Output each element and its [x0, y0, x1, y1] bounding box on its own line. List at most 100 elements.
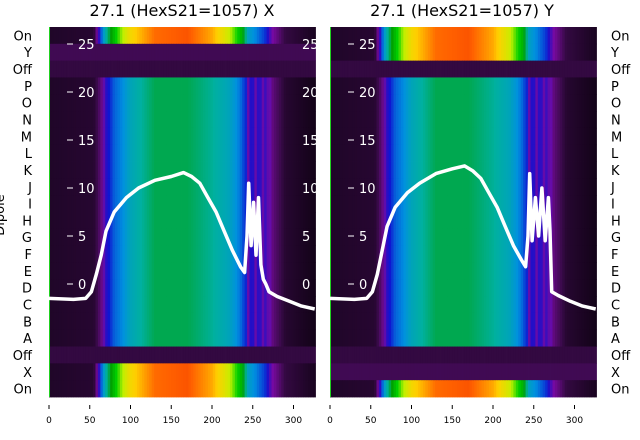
- heatmap-cell: [244, 144, 248, 162]
- heatmap-cell: [117, 312, 121, 331]
- heatmap-cell: [102, 346, 106, 364]
- heatmap-cell: [242, 363, 245, 381]
- heatmap-cell: [232, 178, 236, 196]
- heatmap-cell: [53, 77, 57, 95]
- heatmap-cell: [550, 127, 553, 146]
- heatmap-cell: [313, 111, 316, 129]
- heatmap-cell: [332, 60, 336, 78]
- heatmap-cell: [78, 178, 82, 196]
- heatmap-cell: [283, 245, 287, 263]
- heatmap-cell: [474, 144, 478, 162]
- heatmap-cell: [523, 94, 526, 112]
- heatmap-cell: [371, 94, 375, 112]
- heatmap-cell: [154, 329, 157, 347]
- heatmap-cell: [286, 380, 290, 398]
- heatmap-cell: [237, 161, 241, 179]
- heatmap-cell: [220, 296, 223, 314]
- heatmap-cell: [210, 212, 214, 230]
- heatmap-cell: [435, 127, 438, 146]
- heatmap-cell: [90, 329, 94, 347]
- heatmap-cell: [264, 144, 268, 162]
- heatmap-cell: [576, 363, 580, 381]
- heatmap-cell: [354, 127, 358, 146]
- heatmap-cell: [63, 329, 67, 347]
- heatmap-cell: [269, 111, 272, 129]
- heatmap-cell: [161, 346, 165, 364]
- heatmap-cell: [310, 161, 314, 179]
- heatmap-cell: [53, 279, 57, 297]
- heatmap-cell: [144, 195, 148, 213]
- heatmap-cell: [476, 94, 480, 112]
- heatmap-cell: [200, 60, 204, 78]
- heatmap-cell: [398, 380, 402, 398]
- heatmap-cell: [344, 228, 348, 247]
- heatmap-cell: [557, 94, 561, 112]
- heatmap-cell: [339, 111, 343, 129]
- heatmap-cell: [528, 346, 531, 364]
- heatmap-cell: [374, 380, 377, 398]
- heatmap-cell: [154, 312, 157, 331]
- heatmap-cell: [51, 279, 55, 297]
- heatmap-cell: [376, 228, 380, 247]
- heatmap-cell: [594, 296, 597, 314]
- heatmap-cell: [239, 279, 243, 297]
- heatmap-cell: [127, 94, 131, 112]
- heatmap-cell: [493, 43, 497, 62]
- heatmap-cell: [266, 27, 270, 45]
- heatmap-cell: [161, 262, 165, 280]
- heatmap-cell: [518, 43, 522, 62]
- heatmap-cell: [239, 127, 243, 146]
- heatmap-cell: [408, 363, 412, 381]
- heatmap-cell: [550, 161, 553, 179]
- heatmap-cell: [229, 111, 233, 129]
- heatmap-cell: [520, 94, 524, 112]
- heatmap-cell: [525, 296, 529, 314]
- heatmap-cell: [247, 363, 250, 381]
- heatmap-cell: [234, 127, 238, 146]
- heatmap-cell: [535, 245, 539, 263]
- heatmap-cell: [562, 279, 566, 297]
- heatmap-cell: [564, 312, 568, 331]
- heatmap-cell: [291, 127, 294, 146]
- heatmap-cell: [334, 346, 338, 364]
- heatmap-cell: [457, 27, 460, 45]
- heatmap-cell: [171, 111, 175, 129]
- heatmap-cell: [207, 77, 211, 95]
- heatmap-cell: [447, 228, 451, 247]
- heatmap-cell: [552, 77, 556, 95]
- heatmap-cell: [452, 245, 456, 263]
- heatmap-cell: [281, 127, 285, 146]
- heatmap-cell: [73, 346, 77, 364]
- heatmap-cell: [129, 161, 133, 179]
- heatmap-cell: [115, 111, 118, 129]
- heatmap-cell: [58, 312, 62, 331]
- heatmap-cell: [332, 380, 336, 398]
- heatmap-cell: [491, 228, 495, 247]
- heatmap-cell: [110, 228, 113, 247]
- heatmap-cell: [574, 127, 578, 146]
- heatmap-cell: [100, 346, 104, 364]
- heatmap-cell: [225, 346, 228, 364]
- heatmap-cell: [369, 77, 372, 95]
- heatmap-cell: [156, 27, 160, 45]
- heatmap-cell: [185, 195, 189, 213]
- heatmap-cell: [503, 245, 507, 263]
- heatmap-cell: [117, 77, 121, 95]
- heatmap-cell: [183, 178, 187, 196]
- heatmap-cell: [540, 329, 544, 347]
- heatmap-cell: [56, 77, 60, 95]
- heatmap-cell: [525, 178, 529, 196]
- heatmap-cell: [393, 127, 397, 146]
- heatmap-cell: [78, 161, 82, 179]
- heatmap-cell: [139, 77, 143, 95]
- heatmap-cell: [471, 111, 475, 129]
- heatmap-cell: [574, 312, 578, 331]
- heatmap-cell: [584, 329, 588, 347]
- heatmap-cell: [474, 296, 478, 314]
- heatmap-cell: [220, 346, 223, 364]
- heatmap-cell: [242, 111, 245, 129]
- heatmap-cell: [378, 212, 382, 230]
- heatmap-cell: [154, 161, 157, 179]
- heatmap-cell: [195, 212, 199, 230]
- heatmap-cell: [205, 380, 209, 398]
